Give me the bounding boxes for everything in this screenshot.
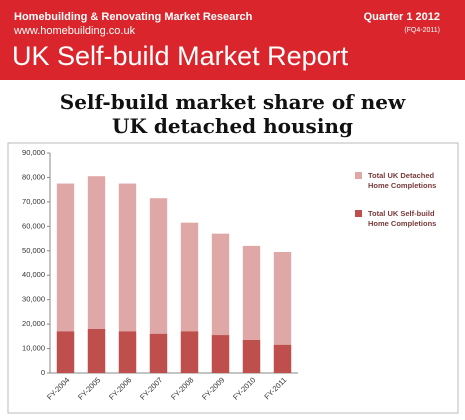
y-tick-label: 50,000 bbox=[22, 246, 45, 255]
y-tick-label: 30,000 bbox=[22, 295, 45, 304]
bar bbox=[56, 183, 75, 373]
y-tick-label: 60,000 bbox=[22, 221, 45, 230]
bar bbox=[87, 329, 106, 373]
bar bbox=[211, 335, 230, 373]
bar bbox=[180, 331, 199, 373]
bar bbox=[87, 176, 106, 373]
bar bbox=[273, 252, 292, 373]
bar bbox=[149, 198, 168, 373]
legend-swatch bbox=[355, 210, 362, 217]
y-tick-label: 20,000 bbox=[22, 319, 45, 328]
bar bbox=[242, 340, 261, 373]
url: www.homebuilding.co.uk bbox=[13, 25, 136, 37]
y-tick-label: 80,000 bbox=[22, 172, 45, 181]
bar bbox=[273, 344, 292, 373]
y-tick-label: 10,000 bbox=[22, 344, 45, 353]
chart-frame bbox=[7, 142, 459, 414]
quarter: Quarter 1 2012 bbox=[364, 11, 440, 23]
y-tick-label: 0 bbox=[41, 368, 45, 377]
legend-entry: Total UK Detached Home Completions bbox=[368, 171, 437, 190]
bar bbox=[118, 331, 137, 373]
y-tick-label: 90,000 bbox=[22, 148, 45, 157]
org: Homebuilding & Renovating Market Researc… bbox=[14, 11, 253, 23]
bar bbox=[149, 333, 168, 373]
period: (FQ4-2011) bbox=[404, 27, 440, 34]
y-tick-label: 70,000 bbox=[22, 197, 45, 206]
report-title: UK Self-build Market Report bbox=[12, 41, 349, 71]
bar bbox=[56, 331, 75, 373]
header-band bbox=[0, 0, 465, 80]
chart-title: Self-build market share of new UK detach… bbox=[59, 90, 406, 138]
legend-swatch bbox=[355, 172, 362, 179]
y-tick-label: 40,000 bbox=[22, 270, 45, 279]
legend-entry: Total UK Self-build Home Completions bbox=[368, 209, 437, 228]
bar bbox=[118, 183, 137, 373]
